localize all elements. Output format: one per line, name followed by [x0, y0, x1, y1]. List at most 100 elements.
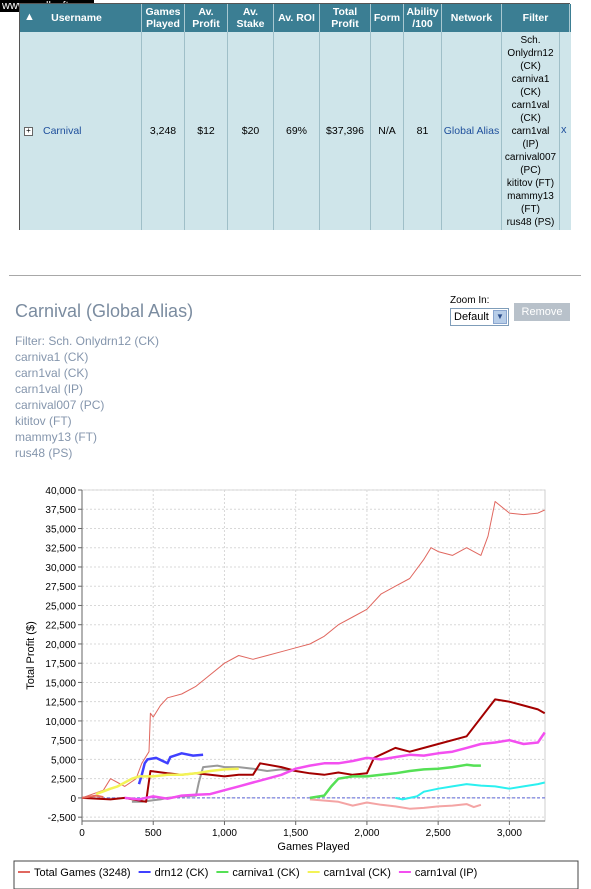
col-header-form[interactable]: Form: [371, 4, 404, 32]
y-tick-label: 0: [70, 794, 76, 805]
filter-item: carnival007 (PC): [15, 398, 105, 412]
series-line: [124, 731, 546, 801]
expand-icon[interactable]: +: [24, 126, 33, 136]
filter-line: carniva1: [511, 73, 550, 85]
x-tick-label: 1,000: [212, 828, 237, 839]
series-line: [81, 501, 545, 799]
divider: [9, 275, 581, 276]
x-axis-label: Games Played: [277, 841, 349, 853]
legend-label: carniva1 (CK): [232, 867, 299, 879]
legend-label: drn12 (CK): [155, 867, 209, 879]
zoom-label: Zoom In:: [450, 295, 490, 306]
cell-network: Global Alias: [442, 32, 502, 230]
profit-chart: -2,50002,5005,0007,50010,00012,50015,000…: [13, 486, 579, 889]
y-axis-label: Total Profit ($): [25, 621, 37, 689]
x-tick-label: 1,500: [283, 828, 308, 839]
col-header-av-stake[interactable]: Av. Stake: [228, 4, 274, 32]
cell-filter: Sch. Onlydrn12 (CK) carniva1 (CK) carn1val (CK…: [502, 32, 560, 230]
col-header-games-played[interactable]: Games Played: [142, 4, 185, 32]
y-tick-label: 22,500: [45, 621, 76, 632]
col-header-av-profit[interactable]: Av. Profit: [185, 4, 228, 32]
remove-filter-link[interactable]: x: [561, 124, 567, 136]
series-line: [309, 763, 481, 800]
sort-up-icon: ▲: [24, 11, 35, 23]
y-tick-label: 37,500: [45, 505, 76, 516]
series-line: [137, 752, 204, 785]
filter-item: carniva1 (CK): [15, 350, 89, 364]
filter-line: Onlydrn12: [507, 47, 554, 59]
y-tick-label: 15,000: [45, 678, 76, 689]
stats-table: ▲ Username Games Played Av. Profit Av. S…: [19, 3, 571, 230]
cell-av-stake: $20: [228, 32, 274, 230]
filter-line: (FT): [521, 203, 540, 215]
y-tick-label: 5,000: [51, 755, 76, 766]
filter-item: Filter: Sch. Onlydrn12 (CK): [15, 334, 160, 348]
x-tick-label: 2,000: [354, 828, 379, 839]
col-header-ability[interactable]: Ability /100: [404, 4, 442, 32]
filter-line: (CK): [520, 60, 541, 72]
filter-item: carn1val (CK): [15, 366, 89, 380]
sort-arrow-username[interactable]: ▲ Username: [20, 4, 142, 32]
series-line-unlabeled: [395, 781, 545, 801]
y-tick-label: -2,500: [48, 813, 77, 824]
y-tick-label: 32,500: [45, 544, 76, 555]
filter-line: rus48 (PS): [506, 216, 555, 228]
col-header-total-profit[interactable]: Total Profit: [320, 4, 371, 32]
filter-line: Sch.: [520, 34, 541, 46]
y-tick-label: 40,000: [45, 486, 76, 497]
series-line-unlabeled: [81, 794, 104, 799]
x-tick-label: 500: [145, 828, 162, 839]
y-tick-label: 20,000: [45, 640, 76, 651]
series-line-unlabeled: [309, 798, 482, 810]
y-tick-label: 10,000: [45, 717, 76, 728]
remove-button[interactable]: Remove: [514, 303, 570, 321]
y-tick-label: 17,500: [45, 659, 76, 670]
col-header-username[interactable]: Username: [51, 12, 102, 24]
network-link[interactable]: Global Alias: [443, 125, 500, 137]
cell-av-roi: 69%: [274, 32, 320, 230]
cell-games-played: 3,248: [142, 32, 185, 230]
table-row: + Carnival 3,248 $12 $20 69% $37,396 N/A…: [20, 32, 571, 230]
y-tick-label: 2,500: [51, 775, 76, 786]
cell-username: + Carnival: [20, 32, 142, 230]
filter-line: mammy13: [507, 190, 554, 202]
filter-item: mammy13 (FT): [15, 430, 97, 444]
filter-list: Filter: Sch. Onlydrn12 (CK) carniva1 (CK)…: [15, 333, 159, 461]
page-title: Carnival (Global Alias): [15, 301, 194, 321]
zoom-select[interactable]: Default ▼: [450, 308, 509, 326]
cell-av-profit: $12: [185, 32, 228, 230]
col-header-network: Network: [442, 4, 502, 32]
zoom-select-value: Default: [454, 311, 489, 323]
x-tick-label: 0: [79, 828, 85, 839]
chevron-down-icon[interactable]: ▼: [493, 310, 507, 324]
username-link[interactable]: Carnival: [43, 125, 82, 137]
filter-line: carn1val: [511, 99, 550, 111]
cell-form: N/A: [371, 32, 404, 230]
y-tick-label: 35,000: [45, 524, 76, 535]
legend-box: [13, 860, 579, 889]
y-tick-label: 30,000: [45, 563, 76, 574]
x-tick-label: 3,000: [497, 828, 522, 839]
filter-lines: Sch. Onlydrn12 (CK) carniva1 (CK) carn1val (CK…: [505, 34, 556, 229]
y-tick-label: 27,500: [45, 582, 76, 593]
y-tick-label: 25,000: [45, 601, 76, 612]
series-line-unlabeled: [81, 698, 546, 803]
y-tick-label: 7,500: [51, 736, 76, 747]
col-header-av-roi[interactable]: Av. ROI: [274, 4, 320, 32]
x-tick-label: 2,500: [426, 828, 451, 839]
filter-item: rus48 (PS): [15, 446, 73, 460]
filter-line: kititov (FT): [506, 177, 555, 189]
filter-line: carnival007: [504, 151, 557, 163]
filter-line: (CK): [520, 112, 541, 124]
y-tick-label: 12,500: [45, 698, 76, 709]
filter-line: carn1val: [511, 125, 550, 137]
col-header-filter: Filter: [502, 4, 570, 32]
filter-item: kititov (FT): [15, 414, 72, 428]
legend-label: carn1val (IP): [415, 867, 477, 879]
cell-ability: 81: [404, 32, 442, 230]
filter-line: (PC): [520, 164, 541, 176]
legend-label: carn1val (CK): [324, 867, 391, 879]
filter-item: carn1val (IP): [15, 382, 84, 396]
cell-total-profit: $37,396: [320, 32, 371, 230]
filter-line: (IP): [522, 138, 539, 150]
